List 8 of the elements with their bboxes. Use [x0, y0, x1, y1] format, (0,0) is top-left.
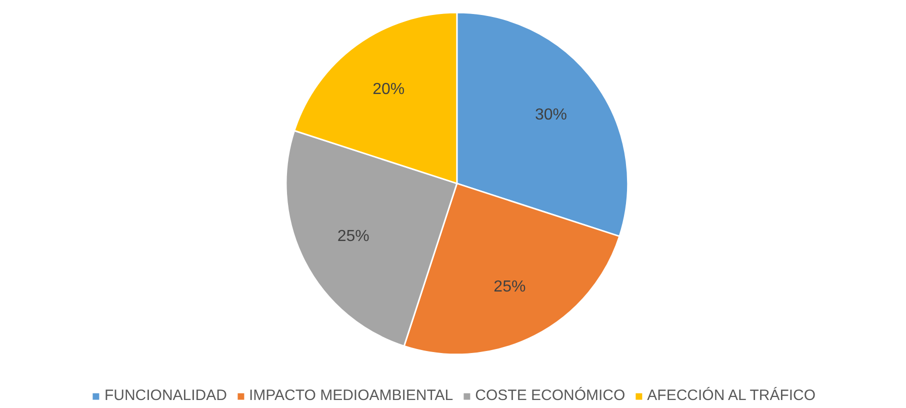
- data-label: 25%: [494, 278, 526, 296]
- legend-label: IMPACTO MEDIOAMBIENTAL: [248, 387, 454, 404]
- legend-label: COSTE ECONÓMICO: [475, 387, 626, 404]
- legend-label: AFECCIÓN AL TRÁFICO: [647, 387, 816, 404]
- legend-label: FUNCIONALIDAD: [104, 387, 227, 404]
- data-label: 30%: [534, 106, 567, 124]
- data-label: 20%: [372, 80, 405, 98]
- data-label: 25%: [337, 228, 370, 245]
